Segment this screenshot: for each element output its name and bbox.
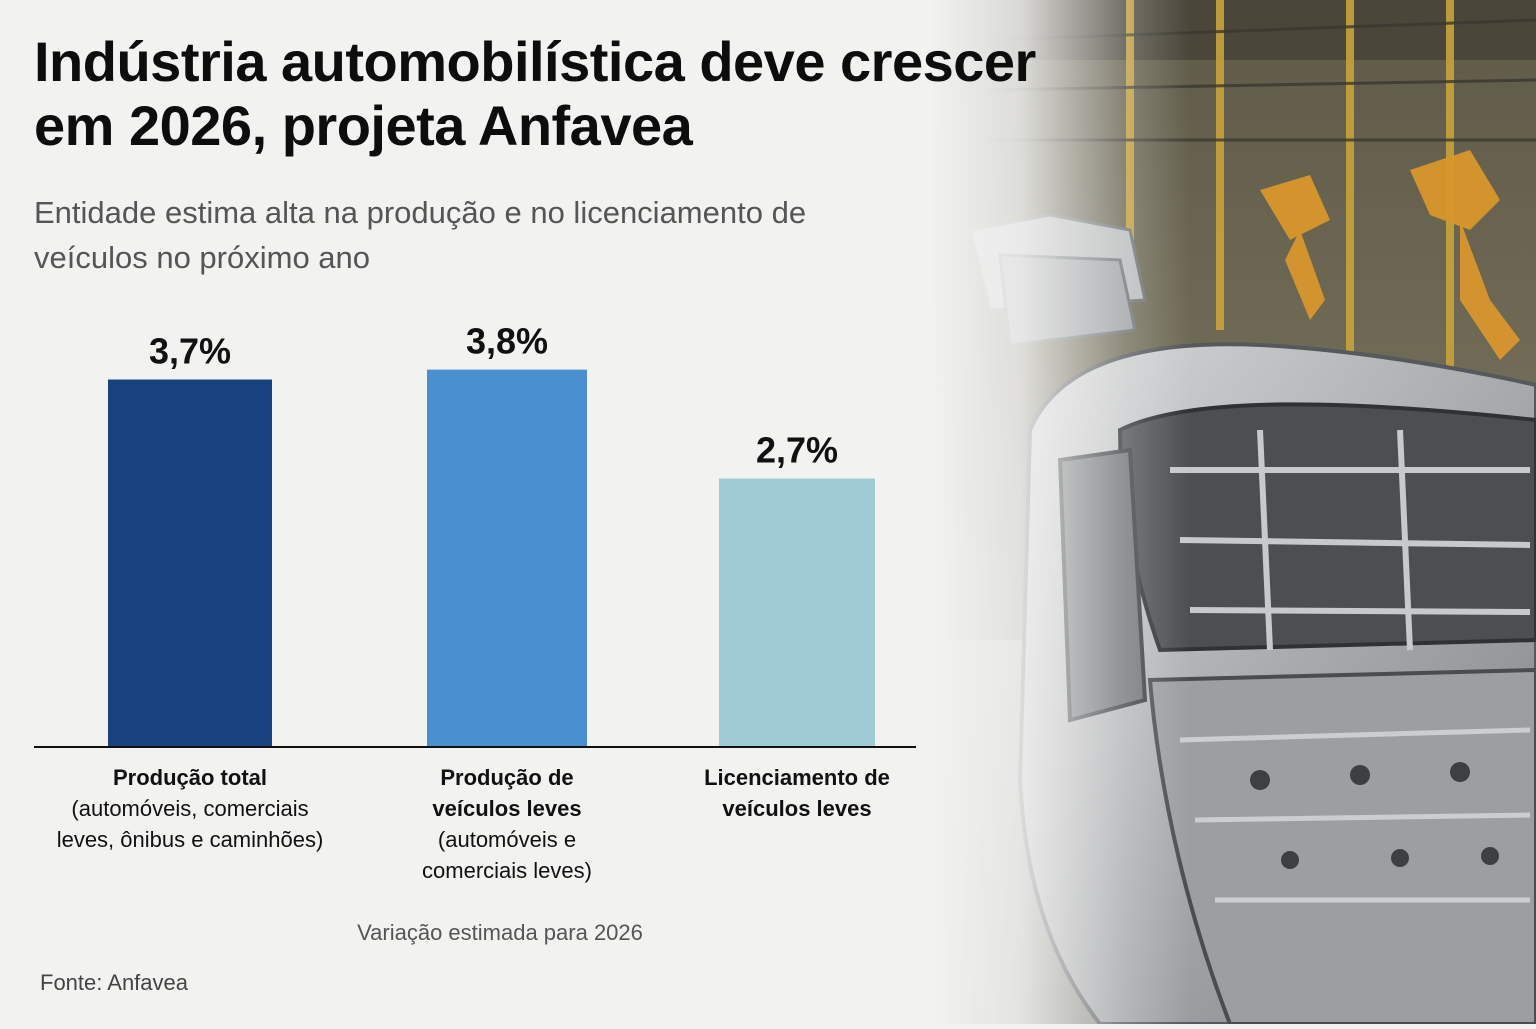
category-label-2: Produção de veículos leves (automóveis e … — [407, 762, 607, 886]
bar-chart-svg: 3,7% 3,8% 2,7% — [34, 321, 916, 748]
bar-chart: 3,7% 3,8% 2,7% Produção total (automóveis, … — [34, 321, 916, 886]
category-label-3: Licenciamento de veículos leves — [697, 762, 897, 824]
page-title: Indústria automobilística deve crescer e… — [34, 30, 1036, 157]
source-note: Fonte: Anfavea — [40, 970, 188, 995]
page-subtitle: Entidade estima alta na produção e no li… — [34, 195, 807, 275]
data-label-1: 3,7% — [149, 331, 231, 372]
bar-1 — [108, 379, 272, 746]
data-label-3: 2,7% — [756, 430, 838, 471]
bar-2 — [427, 369, 587, 746]
bar-3 — [719, 478, 875, 746]
category-detail-1: (automóveis, comerciais leves, ônibus e … — [56, 796, 324, 852]
category-main-3: Licenciamento de veículos leves — [704, 765, 890, 821]
category-main-1: Produção total — [112, 765, 267, 790]
category-detail-2: (automóveis e comerciais leves) — [422, 827, 592, 883]
category-main-2: Produção de veículos leves — [432, 765, 582, 821]
category-label-1: Produção total (automóveis, comerciais le… — [40, 762, 340, 855]
chart-footnote: Variação estimada para 2026 — [357, 920, 643, 945]
data-label-2: 3,8% — [466, 321, 548, 362]
